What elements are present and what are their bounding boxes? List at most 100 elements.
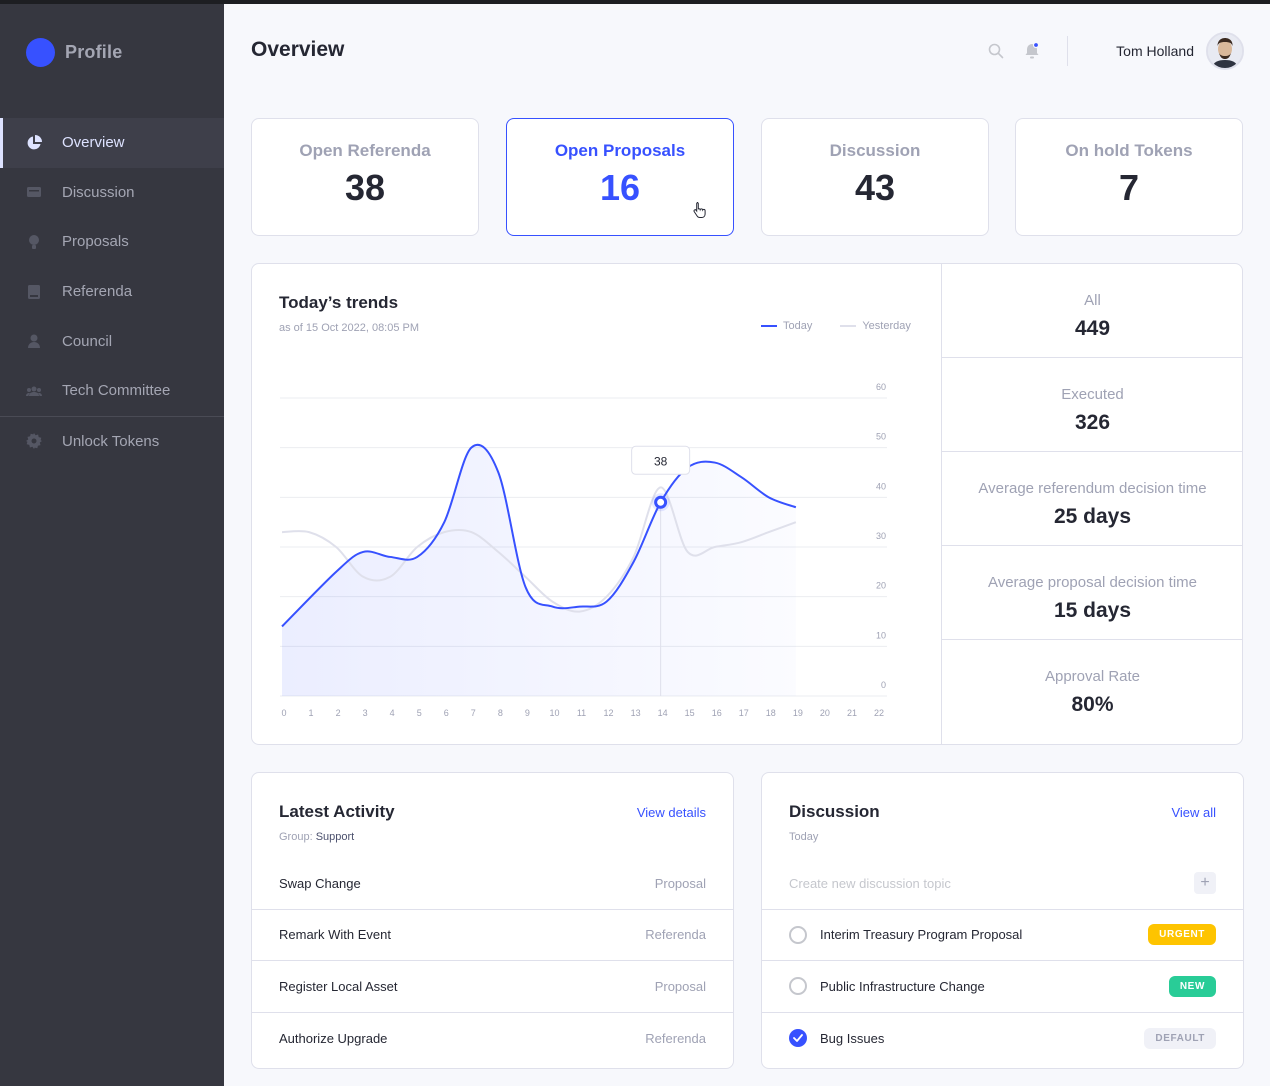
view-details-link[interactable]: View details [636,805,706,820]
trend-summary: All 449 Executed 326 Average referendum … [941,264,1243,744]
stat-value: 16 [599,167,641,208]
topic-label: Interim Treasury Program Proposal [820,927,1023,943]
y-tick-label: 10 [876,630,886,640]
x-tick-label: 12 [604,708,614,718]
page-title: Overview [251,38,345,61]
y-tick-label: 60 [876,382,886,392]
topic-checkbox[interactable] [789,925,807,944]
x-tick-label: 4 [390,708,395,718]
activity-list: Swap Change Proposal Remark With Event R… [252,858,733,1064]
status-badge: DEFAULT [1144,1027,1216,1049]
stat-label: On hold Tokens [1065,141,1193,160]
topic-checkbox[interactable] [789,1029,807,1048]
sidebar-item-proposals[interactable]: Proposals [0,217,224,267]
brand-logo [26,38,55,67]
sidebar-item-council[interactable]: Council [0,316,224,366]
summary-all: All 449 [942,264,1243,358]
x-tick-label: 18 [766,708,776,718]
sidebar-item-tech-committee[interactable]: Tech Committee [0,366,224,416]
stat-card-on-hold-tokens[interactable]: On hold Tokens 7 [1015,118,1243,236]
brand[interactable]: Profile [26,38,122,67]
activity-type: Referenda [645,1030,706,1046]
summary-label: Average proposal decision time [987,574,1197,591]
stat-card-open-referenda[interactable]: Open Referenda 38 [251,118,479,236]
x-tick-label: 7 [471,708,476,718]
x-tick-label: 2 [336,708,341,718]
x-tick-label: 9 [525,708,530,718]
sidebar-item-label: Overview [62,134,125,152]
avatar[interactable] [1206,32,1244,70]
summary-value: 80% [1071,693,1114,716]
new-topic-row[interactable]: Create new discussion topic + [762,858,1243,910]
lightbulb-icon [26,234,42,250]
stat-card-open-proposals[interactable]: Open Proposals 16 [506,118,734,236]
legend-swatch-today [761,325,777,327]
stat-value: 7 [1118,167,1140,208]
discussion-card: Discussion View all Today Create new dis… [761,772,1244,1069]
book-icon [26,284,42,300]
activity-title: Latest Activity [279,802,395,821]
user-name[interactable]: Tom Holland [1116,43,1194,59]
status-badge: URGENT [1148,924,1216,946]
status-badge: NEW [1168,975,1216,997]
new-topic-input[interactable]: Create new discussion topic [789,875,951,891]
search-icon[interactable] [987,42,1005,60]
bell-icon[interactable] [1023,42,1041,60]
summary-value: 449 [1074,317,1111,340]
legend-label-yesterday: Yesterday [862,320,911,332]
x-tick-label: 11 [577,708,586,718]
y-tick-label: 50 [876,432,886,442]
legend-label-today: Today [783,320,813,332]
discussion-row[interactable]: Bug Issues DEFAULT [762,1013,1243,1065]
x-tick-label: 22 [874,708,884,718]
sidebar-item-unlock-tokens[interactable]: Unlock Tokens [0,417,224,467]
summary-avg-proposal-time: Average proposal decision time 15 days [942,546,1243,640]
y-tick-label: 40 [876,481,886,491]
view-all-link[interactable]: View all [1171,805,1216,820]
stat-value: 38 [344,167,386,208]
pointer-cursor-icon [693,201,707,223]
x-tick-label: 16 [712,708,722,718]
trends-card: Today’s trends as of 15 Oct 2022, 08:05 … [251,263,1243,745]
group-label: Group: [279,831,313,843]
activity-row[interactable]: Register Local Asset Proposal [252,961,733,1013]
header-actions: Tom Holland [969,32,1244,70]
today-line [281,443,797,628]
top-strip [0,0,1270,4]
summary-value: 25 days [1053,505,1132,528]
activity-row[interactable]: Swap Change Proposal [252,858,733,910]
stat-card-discussion[interactable]: Discussion 43 [761,118,989,236]
group-value: Support [315,831,355,843]
summary-label: Average referendum decision time [978,480,1207,497]
activity-type: Proposal [654,875,706,891]
summary-value: 15 days [1053,599,1132,622]
today-area [282,444,796,696]
topic-label: Public Infrastructure Change [820,978,985,994]
discussion-row[interactable]: Interim Treasury Program Proposal URGENT [762,910,1243,961]
topic-label: Bug Issues [820,1030,885,1046]
sidebar-item-label: Tech Committee [62,382,171,400]
ticket-icon [26,184,42,200]
y-tick-label: 30 [876,531,886,541]
add-topic-button[interactable]: + [1194,872,1216,895]
sidebar-item-referenda[interactable]: Referenda [0,267,224,317]
person-icon [26,333,42,349]
x-tick-label: 21 [847,708,857,718]
sidebar-item-overview[interactable]: Overview [0,118,224,168]
group-icon [26,383,42,399]
sidebar-item-label: Discussion [62,183,135,201]
stat-label: Open Proposals [554,141,686,160]
sidebar-item-label: Referenda [62,283,133,301]
legend-item-today: Today [761,320,812,332]
x-tick-label: 17 [739,708,749,718]
discussion-row[interactable]: Public Infrastructure Change NEW [762,961,1243,1013]
summary-executed: Executed 326 [942,358,1243,452]
x-tick-label: 5 [417,708,422,718]
activity-row[interactable]: Authorize Upgrade Referenda [252,1013,733,1065]
topic-checkbox[interactable] [789,977,807,996]
sidebar-item-discussion[interactable]: Discussion [0,168,224,218]
activity-row[interactable]: Remark With Event Referenda [252,910,733,961]
x-tick-label: 20 [820,708,830,718]
stat-value: 43 [854,167,896,208]
header-separator [1067,36,1069,66]
